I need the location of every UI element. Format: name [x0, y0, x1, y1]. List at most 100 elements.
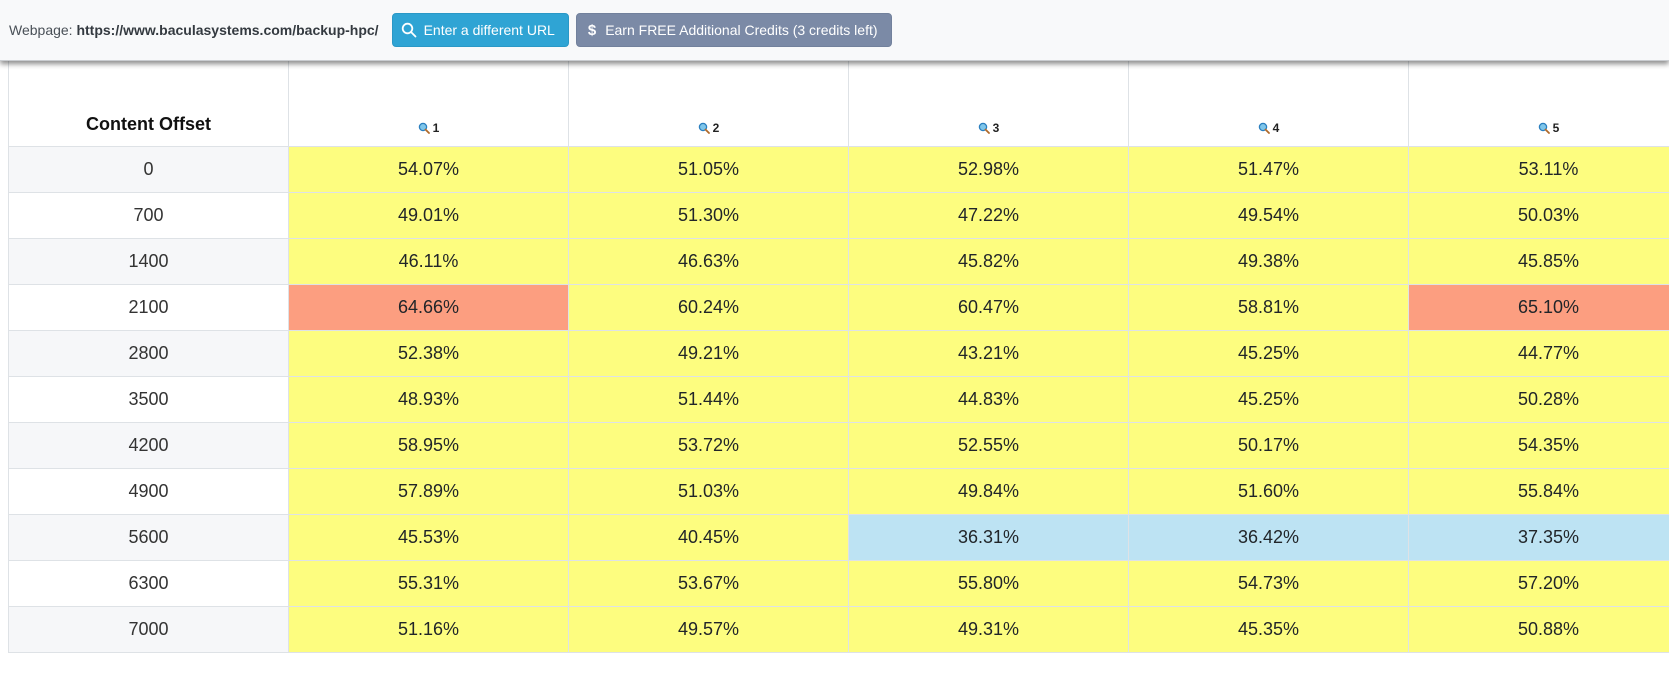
- column-header-3[interactable]: 3: [848, 61, 1129, 147]
- value-cell: 45.85%: [1408, 237, 1669, 285]
- value-cell: 49.01%: [288, 191, 569, 239]
- value-cell: 51.44%: [568, 375, 849, 423]
- value-cell: 55.80%: [848, 559, 1129, 607]
- value-cell: 48.93%: [288, 375, 569, 423]
- table-header-row: Content Offset 1 2 3 4 5: [8, 61, 1669, 147]
- value-cell: 54.07%: [288, 145, 569, 193]
- value-cell: 37.35%: [1408, 513, 1669, 561]
- value-cell: 52.55%: [848, 421, 1129, 469]
- table-row: 0 54.07% 51.05% 52.98% 51.47% 53.11%: [8, 145, 1669, 193]
- table-row: 6300 55.31% 53.67% 55.80% 54.73% 57.20%: [8, 559, 1669, 607]
- url-value: https://www.baculasystems.com/backup-hpc…: [76, 22, 379, 38]
- offset-cell: 4900: [8, 467, 289, 515]
- value-cell: 52.98%: [848, 145, 1129, 193]
- offset-cell: 700: [8, 191, 289, 239]
- enter-url-label: Enter a different URL: [423, 22, 555, 38]
- value-cell: 46.63%: [568, 237, 849, 285]
- value-cell: 57.89%: [288, 467, 569, 515]
- table-row: 700 49.01% 51.30% 47.22% 49.54% 50.03%: [8, 191, 1669, 239]
- value-cell: 49.54%: [1128, 191, 1409, 239]
- value-cell: 51.30%: [568, 191, 849, 239]
- earn-credits-button[interactable]: $ Earn FREE Additional Credits (3 credit…: [575, 13, 892, 47]
- value-cell: 49.31%: [848, 605, 1129, 653]
- value-cell: 55.31%: [288, 559, 569, 607]
- value-cell: 55.84%: [1408, 467, 1669, 515]
- column-header-label: 5: [1552, 120, 1560, 135]
- enter-url-button[interactable]: Enter a different URL: [391, 13, 569, 47]
- magnifier-icon: [698, 122, 710, 134]
- value-cell: 36.42%: [1128, 513, 1409, 561]
- table-row: 2800 52.38% 49.21% 43.21% 45.25% 44.77%: [8, 329, 1669, 377]
- value-cell: 51.03%: [568, 467, 849, 515]
- column-header-label: 3: [992, 120, 1000, 135]
- magnifier-icon: [418, 122, 430, 134]
- value-cell: 49.57%: [568, 605, 849, 653]
- column-header-label: 2: [712, 120, 720, 135]
- value-cell: 54.73%: [1128, 559, 1409, 607]
- value-cell: 53.72%: [568, 421, 849, 469]
- value-cell: 45.25%: [1128, 375, 1409, 423]
- content-offset-table: Content Offset 1 2 3 4 5 0 54.07% 51.05% 52.98%…: [8, 61, 1669, 653]
- value-cell: 51.05%: [568, 145, 849, 193]
- table-row: 1400 46.11% 46.63% 45.82% 49.38% 45.85%: [8, 237, 1669, 285]
- value-cell: 52.38%: [288, 329, 569, 377]
- offset-cell: 4200: [8, 421, 289, 469]
- column-header-5[interactable]: 5: [1408, 61, 1669, 147]
- table-row: 4900 57.89% 51.03% 49.84% 51.60% 55.84%: [8, 467, 1669, 515]
- value-cell: 64.66%: [288, 283, 569, 331]
- value-cell: 36.31%: [848, 513, 1129, 561]
- earn-credits-label: Earn FREE Additional Credits (3 credits …: [605, 22, 878, 38]
- value-cell: 45.35%: [1128, 605, 1409, 653]
- offset-cell: 0: [8, 145, 289, 193]
- search-icon: [401, 22, 416, 38]
- value-cell: 53.11%: [1408, 145, 1669, 193]
- value-cell: 40.45%: [568, 513, 849, 561]
- value-cell: 49.38%: [1128, 237, 1409, 285]
- value-cell: 45.53%: [288, 513, 569, 561]
- value-cell: 46.11%: [288, 237, 569, 285]
- value-cell: 51.47%: [1128, 145, 1409, 193]
- offset-cell: 2100: [8, 283, 289, 331]
- column-header-label: 1: [432, 120, 440, 135]
- value-cell: 47.22%: [848, 191, 1129, 239]
- offset-cell: 3500: [8, 375, 289, 423]
- value-cell: 57.20%: [1408, 559, 1669, 607]
- offset-cell: 2800: [8, 329, 289, 377]
- value-cell: 60.47%: [848, 283, 1129, 331]
- value-cell: 43.21%: [848, 329, 1129, 377]
- url-prefix: Webpage:: [9, 22, 73, 38]
- value-cell: 54.35%: [1408, 421, 1669, 469]
- magnifier-icon: [1258, 122, 1270, 134]
- value-cell: 50.88%: [1408, 605, 1669, 653]
- value-cell: 51.16%: [288, 605, 569, 653]
- value-cell: 58.95%: [288, 421, 569, 469]
- table-row: 3500 48.93% 51.44% 44.83% 45.25% 50.28%: [8, 375, 1669, 423]
- column-header-1[interactable]: 1: [288, 61, 569, 147]
- table-body: 0 54.07% 51.05% 52.98% 51.47% 53.11% 700 49.01%…: [8, 145, 1669, 653]
- offset-cell: 7000: [8, 605, 289, 653]
- value-cell: 65.10%: [1408, 283, 1669, 331]
- webpage-label: Webpage: https://www.baculasystems.com/b…: [9, 22, 379, 38]
- value-cell: 50.17%: [1128, 421, 1409, 469]
- dollar-icon: $: [587, 21, 597, 39]
- value-cell: 45.25%: [1128, 329, 1409, 377]
- value-cell: 51.60%: [1128, 467, 1409, 515]
- offset-cell: 5600: [8, 513, 289, 561]
- top-toolbar: Webpage: https://www.baculasystems.com/b…: [0, 0, 1669, 61]
- value-cell: 53.67%: [568, 559, 849, 607]
- column-header-2[interactable]: 2: [568, 61, 849, 147]
- value-cell: 45.82%: [848, 237, 1129, 285]
- table-row: 4200 58.95% 53.72% 52.55% 50.17% 54.35%: [8, 421, 1669, 469]
- value-cell: 60.24%: [568, 283, 849, 331]
- value-cell: 50.03%: [1408, 191, 1669, 239]
- table-row: 5600 45.53% 40.45% 36.31% 36.42% 37.35%: [8, 513, 1669, 561]
- value-cell: 58.81%: [1128, 283, 1409, 331]
- magnifier-icon: [978, 122, 990, 134]
- magnifier-icon: [1538, 122, 1550, 134]
- value-cell: 49.21%: [568, 329, 849, 377]
- value-cell: 50.28%: [1408, 375, 1669, 423]
- table-row: 7000 51.16% 49.57% 49.31% 45.35% 50.88%: [8, 605, 1669, 653]
- value-cell: 44.83%: [848, 375, 1129, 423]
- column-header-label: 4: [1272, 120, 1280, 135]
- column-header-4[interactable]: 4: [1128, 61, 1409, 147]
